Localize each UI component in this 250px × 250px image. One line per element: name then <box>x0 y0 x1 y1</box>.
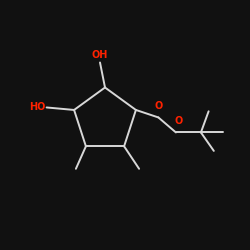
Text: O: O <box>154 101 162 111</box>
Text: O: O <box>174 116 182 126</box>
Text: OH: OH <box>92 50 108 60</box>
Text: HO: HO <box>29 102 45 113</box>
